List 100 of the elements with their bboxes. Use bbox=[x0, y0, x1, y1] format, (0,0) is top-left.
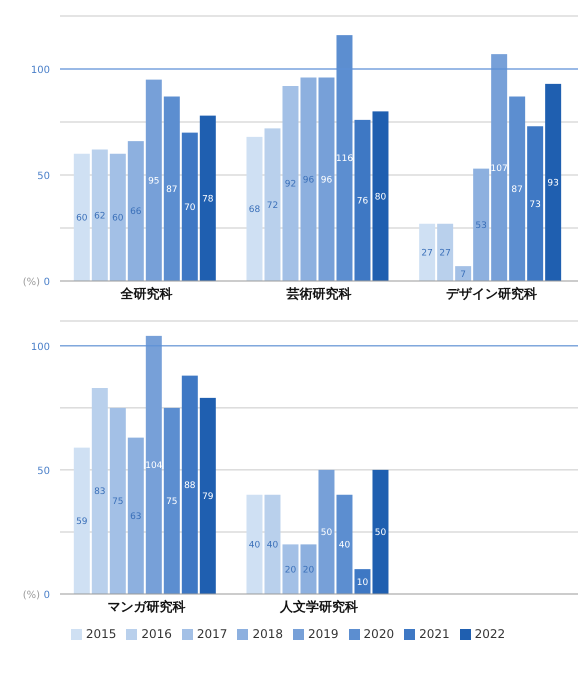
bar bbox=[473, 168, 490, 281]
legend-label: 2019 bbox=[308, 627, 339, 641]
bar bbox=[110, 154, 126, 281]
data-label: 104 bbox=[145, 461, 163, 472]
data-label: 62 bbox=[94, 211, 106, 222]
data-label: 72 bbox=[266, 200, 278, 211]
legend-label: 2016 bbox=[141, 627, 172, 641]
data-label: 59 bbox=[76, 516, 88, 527]
data-label: 83 bbox=[94, 487, 106, 498]
data-label: 79 bbox=[202, 492, 214, 502]
bar bbox=[300, 77, 316, 281]
y-tick-label: 100 bbox=[30, 342, 50, 353]
data-label: 7 bbox=[460, 270, 466, 280]
bar bbox=[509, 96, 526, 281]
data-label: 95 bbox=[148, 176, 160, 186]
x-tick-label: 芸術研究科 bbox=[286, 286, 352, 302]
bar bbox=[300, 544, 316, 594]
bar bbox=[336, 494, 352, 594]
data-label: 50 bbox=[374, 528, 386, 538]
data-label: 93 bbox=[547, 178, 559, 189]
data-label: 40 bbox=[338, 540, 350, 551]
bar bbox=[264, 494, 280, 594]
data-label: 66 bbox=[130, 207, 142, 218]
data-label: 70 bbox=[184, 202, 196, 213]
data-label: 20 bbox=[302, 565, 314, 576]
data-label: 10 bbox=[356, 578, 368, 588]
data-label: 92 bbox=[284, 180, 296, 190]
data-label: 87 bbox=[166, 184, 178, 195]
data-label: 68 bbox=[248, 205, 260, 216]
bar bbox=[182, 132, 198, 281]
data-label: 88 bbox=[184, 480, 196, 491]
bar bbox=[264, 128, 280, 281]
y-axis-title: (%) bbox=[22, 277, 40, 288]
data-label: 60 bbox=[76, 214, 88, 224]
y-tick-label: 100 bbox=[30, 65, 50, 76]
x-tick-label: 人文学研究科 bbox=[279, 599, 358, 616]
data-label: 75 bbox=[112, 497, 124, 508]
data-label: 50 bbox=[320, 528, 332, 538]
bar bbox=[527, 126, 544, 281]
bar bbox=[164, 96, 180, 281]
data-label: 20 bbox=[284, 565, 296, 576]
y-tick-label: 0 bbox=[44, 590, 50, 601]
data-label: 75 bbox=[166, 497, 178, 508]
data-label: 73 bbox=[529, 200, 541, 210]
bar bbox=[437, 224, 454, 281]
bar bbox=[146, 336, 162, 594]
bar bbox=[200, 398, 216, 594]
data-label: 27 bbox=[421, 248, 433, 259]
x-tick-label: デザイン研究科 bbox=[446, 286, 538, 302]
data-label: 40 bbox=[248, 540, 260, 551]
bar bbox=[318, 77, 334, 281]
bar bbox=[246, 136, 262, 281]
y-tick-label: 50 bbox=[37, 466, 50, 477]
data-label: 107 bbox=[490, 164, 508, 174]
y-axis-title: (%) bbox=[22, 590, 40, 601]
bar bbox=[74, 154, 90, 281]
x-tick-label: 全研究科 bbox=[119, 286, 172, 302]
bar bbox=[318, 470, 334, 594]
bar bbox=[419, 224, 436, 281]
bar bbox=[128, 141, 144, 281]
x-tick-label: マンガ研究科 bbox=[107, 599, 186, 616]
bar bbox=[282, 86, 298, 281]
bar bbox=[110, 408, 126, 594]
bar bbox=[200, 116, 216, 281]
bar bbox=[146, 80, 162, 281]
data-label: 76 bbox=[356, 196, 368, 207]
bar bbox=[74, 448, 90, 594]
bar bbox=[92, 150, 108, 281]
bar bbox=[372, 111, 388, 281]
data-label: 63 bbox=[130, 512, 142, 522]
legend-label: 2022 bbox=[474, 627, 506, 641]
bar bbox=[128, 438, 144, 594]
bar bbox=[182, 376, 198, 594]
legend-label: 2021 bbox=[419, 627, 450, 641]
data-label: 78 bbox=[202, 194, 214, 205]
bar bbox=[92, 388, 108, 594]
legend-label: 2015 bbox=[86, 627, 116, 641]
y-tick-label: 0 bbox=[44, 277, 50, 288]
data-label: 96 bbox=[320, 175, 332, 186]
data-label: 96 bbox=[302, 175, 314, 186]
bar bbox=[282, 544, 298, 594]
data-label: 60 bbox=[112, 214, 124, 224]
bar bbox=[164, 408, 180, 594]
bar bbox=[455, 266, 472, 281]
bar bbox=[491, 54, 508, 281]
data-label: 40 bbox=[266, 540, 278, 551]
legend-label: 2018 bbox=[252, 627, 283, 641]
bar bbox=[354, 569, 370, 594]
legend-label: 2017 bbox=[196, 627, 228, 641]
data-label: 27 bbox=[439, 248, 451, 259]
bar bbox=[545, 84, 562, 281]
bar bbox=[246, 494, 262, 594]
legend-label: 2020 bbox=[364, 627, 394, 641]
data-label: 116 bbox=[336, 154, 354, 164]
data-label: 87 bbox=[511, 184, 523, 195]
data-label: 80 bbox=[374, 192, 386, 202]
bar bbox=[354, 120, 370, 281]
y-tick-label: 50 bbox=[37, 171, 50, 182]
bar bbox=[372, 470, 388, 594]
data-label: 53 bbox=[475, 221, 487, 232]
